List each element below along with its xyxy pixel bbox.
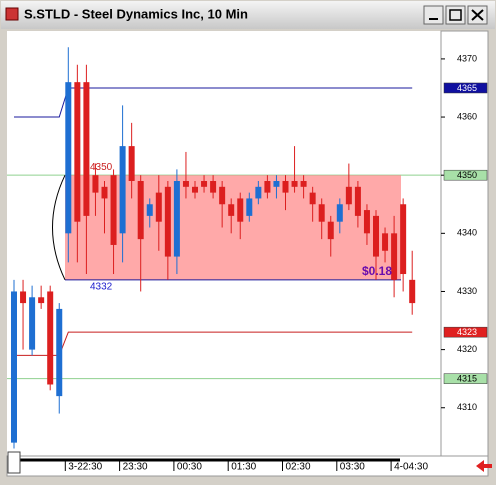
candle-body [128, 146, 135, 181]
candle-body [47, 291, 54, 385]
maximize-icon [449, 9, 462, 21]
candle-body [291, 181, 298, 187]
candle-body [345, 186, 352, 205]
x-tick-label: 01:30 [231, 462, 256, 473]
candle-body [137, 181, 144, 240]
scroll-handle[interactable] [7, 451, 21, 474]
candle-body [164, 186, 171, 257]
plot: 4310 4320 4330 4340 4350 4360 4370 3-22:30 23:30… [7, 47, 488, 473]
candle-body [155, 192, 162, 222]
price-axis [440, 30, 489, 457]
candle-body [74, 82, 81, 222]
x-tick-label: 03:30 [340, 462, 365, 473]
candle-body [327, 221, 334, 240]
price-flag [443, 326, 488, 338]
y-tick-label: 4360 [457, 111, 477, 121]
candle-body [83, 82, 90, 216]
candle-body [264, 181, 271, 193]
candle-body [11, 291, 17, 443]
candle-body [246, 198, 253, 216]
candle-body [119, 146, 126, 234]
maximize-button[interactable] [445, 5, 466, 25]
y-tick-label: 4320 [457, 344, 477, 354]
candle-body [92, 175, 99, 193]
candle-body [146, 204, 153, 216]
y-tick-label: 4340 [457, 228, 477, 238]
close-icon [471, 9, 484, 21]
candle-body [318, 204, 325, 222]
box-range-label: $0.18 [362, 264, 392, 278]
box-high-label: 4350 [90, 162, 113, 173]
candle-body [110, 175, 117, 245]
candle-body [219, 186, 226, 205]
y-tick-label: 4370 [457, 53, 477, 63]
price-flag-label: 4315 [457, 374, 477, 384]
level-line [14, 87, 413, 118]
candle-body [391, 233, 398, 280]
scroll-arrow[interactable] [476, 460, 492, 472]
candle-body [273, 181, 280, 187]
range-bracket [52, 174, 66, 281]
candle-body [255, 186, 262, 199]
price-flag-label: 4365 [457, 83, 477, 93]
minimize-button[interactable] [423, 5, 444, 25]
candle-body [309, 192, 316, 205]
x-tick-label: 4-04:30 [394, 462, 428, 473]
window-buttons[interactable] [423, 5, 488, 25]
candle-body [201, 181, 208, 187]
x-tick-label: 02:30 [286, 462, 311, 473]
title-bar [1, 1, 495, 29]
candle-body [182, 181, 189, 187]
candle-body [101, 186, 108, 199]
box-low-label: 4332 [90, 281, 113, 292]
candle-body [192, 186, 198, 193]
price-flag [443, 82, 488, 94]
price-flag [443, 373, 488, 384]
candle-body [237, 198, 244, 222]
price-flag-label: 4350 [457, 170, 477, 180]
candle-body [20, 291, 27, 304]
price-flag [443, 169, 488, 181]
candle-body [373, 215, 379, 257]
candle-body [300, 181, 307, 187]
candle-body [65, 82, 72, 234]
candle-body [29, 297, 36, 350]
x-tick-label: 00:30 [177, 462, 202, 473]
level-line [14, 331, 413, 356]
candle-body [336, 204, 343, 222]
window-title: S.STLD - Steel Dynamics Inc, 10 Min [24, 6, 248, 21]
app-icon [5, 7, 19, 21]
candle-body [282, 181, 289, 193]
candle-body [354, 186, 361, 216]
y-tick-label: 4310 [457, 402, 477, 412]
candle-body [363, 210, 370, 234]
candle-body [409, 279, 416, 304]
candle-body [38, 297, 45, 304]
candle-body [56, 308, 63, 397]
x-tick-label: 3-22:30 [68, 462, 102, 473]
candle-body [228, 204, 235, 216]
candle-body [382, 233, 389, 251]
candle-body [400, 204, 407, 275]
candle-body [173, 181, 180, 257]
y-tick-label: 4330 [457, 286, 477, 296]
price-flag-label: 4323 [457, 327, 477, 337]
x-tick-label: 23:30 [123, 462, 148, 473]
candle-body [210, 181, 217, 193]
